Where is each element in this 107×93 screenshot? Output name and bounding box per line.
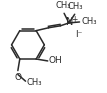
Text: I⁻: I⁻ <box>75 30 82 39</box>
Text: +: + <box>71 15 77 24</box>
Text: CH₃: CH₃ <box>55 1 71 10</box>
Text: OH: OH <box>49 56 62 65</box>
Text: CH₃: CH₃ <box>81 17 97 27</box>
Text: CH₃: CH₃ <box>68 2 83 11</box>
Text: N: N <box>66 17 74 27</box>
Text: CH₃: CH₃ <box>27 78 42 87</box>
Text: O: O <box>14 73 21 82</box>
